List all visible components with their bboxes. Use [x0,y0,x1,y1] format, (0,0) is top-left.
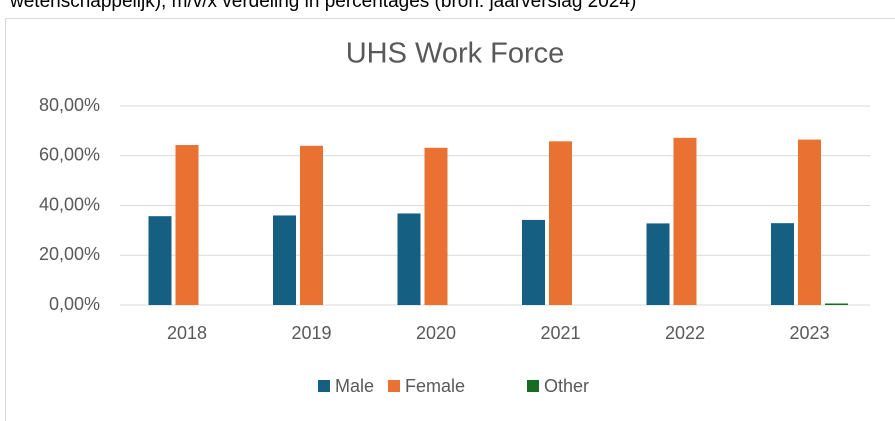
chart-frame [5,18,895,421]
x-tick-label: 2019 [291,323,331,343]
x-tick-label: 2020 [416,323,456,343]
legend-label: Other [544,376,589,396]
bar [522,219,545,305]
y-tick-label: 80,00% [39,95,100,115]
legend-swatch [318,380,330,392]
bar [148,216,172,305]
bar [798,139,821,305]
x-tick-label: 2023 [789,323,829,343]
bar [424,147,448,305]
x-tick-label: 2021 [540,323,580,343]
bar [273,215,296,305]
y-tick-label: 0,00% [49,294,100,314]
bar [549,141,572,305]
y-tick-label: 20,00% [39,244,100,264]
bar [646,223,670,305]
y-tick-label: 60,00% [39,145,100,165]
legend-label: Female [405,376,465,396]
x-tick-label: 2018 [167,323,207,343]
legend-swatch [388,380,400,392]
chart-title: UHS Work Force [346,38,565,70]
bar [397,213,421,305]
bar [300,145,323,305]
bar [771,223,794,305]
x-tick-label: 2022 [665,323,705,343]
legend-swatch [527,380,539,392]
bar [825,303,848,305]
y-tick-label: 40,00% [39,194,100,214]
bar [175,145,199,305]
caption: wetenschappelijk), m/v/x verdeling in pe… [9,0,636,12]
bar [673,137,697,305]
legend-label: Male [335,376,374,396]
